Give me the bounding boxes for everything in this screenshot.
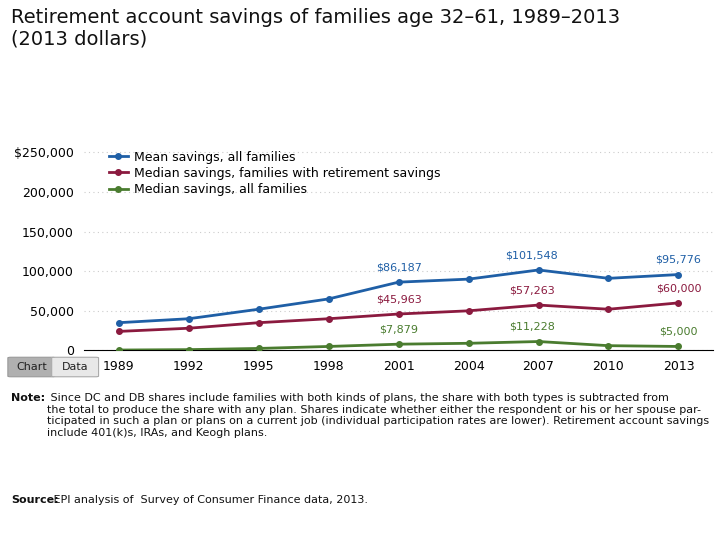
Text: Note:: Note: — [11, 393, 45, 403]
Text: $7,879: $7,879 — [379, 324, 418, 334]
Text: $60,000: $60,000 — [656, 283, 701, 293]
Text: Since DC and DB shares include families with both kinds of plans, the share with: Since DC and DB shares include families … — [47, 393, 709, 438]
Text: $5,000: $5,000 — [660, 327, 697, 337]
Text: (2013 dollars): (2013 dollars) — [11, 29, 147, 49]
Text: Retirement account savings of families age 32–61, 1989–2013: Retirement account savings of families a… — [11, 8, 620, 27]
Text: $86,187: $86,187 — [376, 263, 422, 272]
Text: $95,776: $95,776 — [655, 255, 701, 265]
Text: $57,263: $57,263 — [509, 285, 555, 295]
Text: $11,228: $11,228 — [509, 322, 555, 332]
Text: Chart: Chart — [16, 362, 47, 372]
Legend: Mean savings, all families, Median savings, families with retirement savings, Me: Mean savings, all families, Median savin… — [109, 151, 440, 196]
FancyBboxPatch shape — [52, 357, 98, 377]
Text: EPI analysis of  Survey of Consumer Finance data, 2013.: EPI analysis of Survey of Consumer Finan… — [50, 495, 368, 505]
Text: Data: Data — [62, 362, 88, 372]
Text: Source:: Source: — [11, 495, 58, 505]
Text: $101,548: $101,548 — [505, 250, 558, 260]
FancyBboxPatch shape — [8, 357, 55, 377]
Text: $45,963: $45,963 — [376, 294, 422, 304]
